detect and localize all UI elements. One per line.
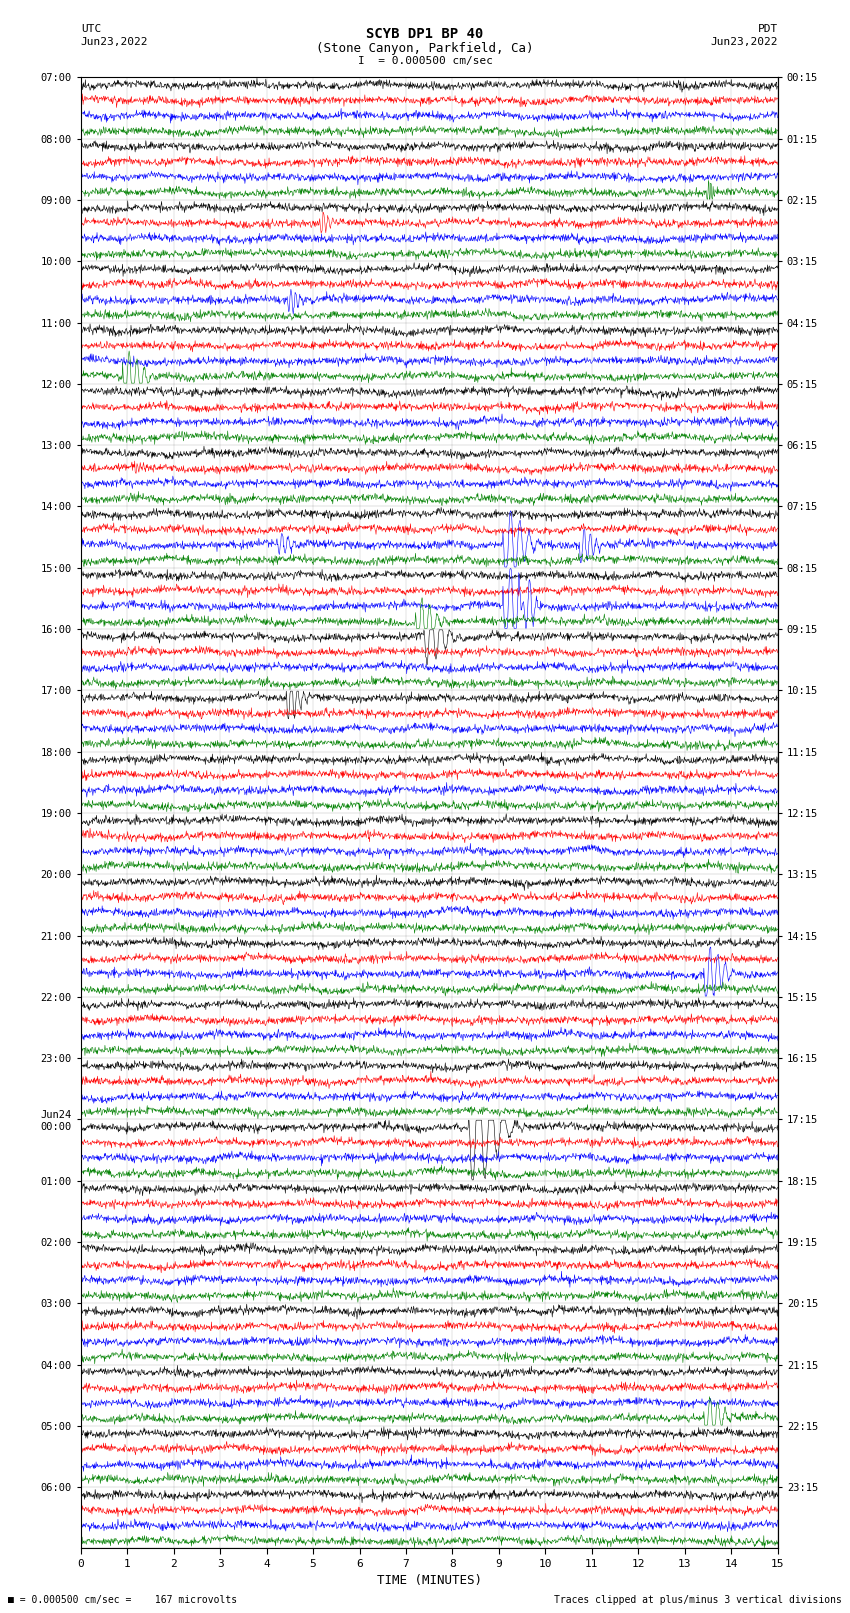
- X-axis label: TIME (MINUTES): TIME (MINUTES): [377, 1574, 482, 1587]
- Text: UTC: UTC: [81, 24, 101, 34]
- Text: PDT: PDT: [757, 24, 778, 34]
- Text: Jun23,2022: Jun23,2022: [711, 37, 778, 47]
- Text: Traces clipped at plus/minus 3 vertical divisions: Traces clipped at plus/minus 3 vertical …: [553, 1595, 842, 1605]
- Text: Jun23,2022: Jun23,2022: [81, 37, 148, 47]
- Text: I  = 0.000500 cm/sec: I = 0.000500 cm/sec: [358, 56, 492, 66]
- Text: SCYB DP1 BP 40: SCYB DP1 BP 40: [366, 27, 484, 42]
- Text: (Stone Canyon, Parkfield, Ca): (Stone Canyon, Parkfield, Ca): [316, 42, 534, 55]
- Text: ■ = 0.000500 cm/sec =    167 microvolts: ■ = 0.000500 cm/sec = 167 microvolts: [8, 1595, 238, 1605]
